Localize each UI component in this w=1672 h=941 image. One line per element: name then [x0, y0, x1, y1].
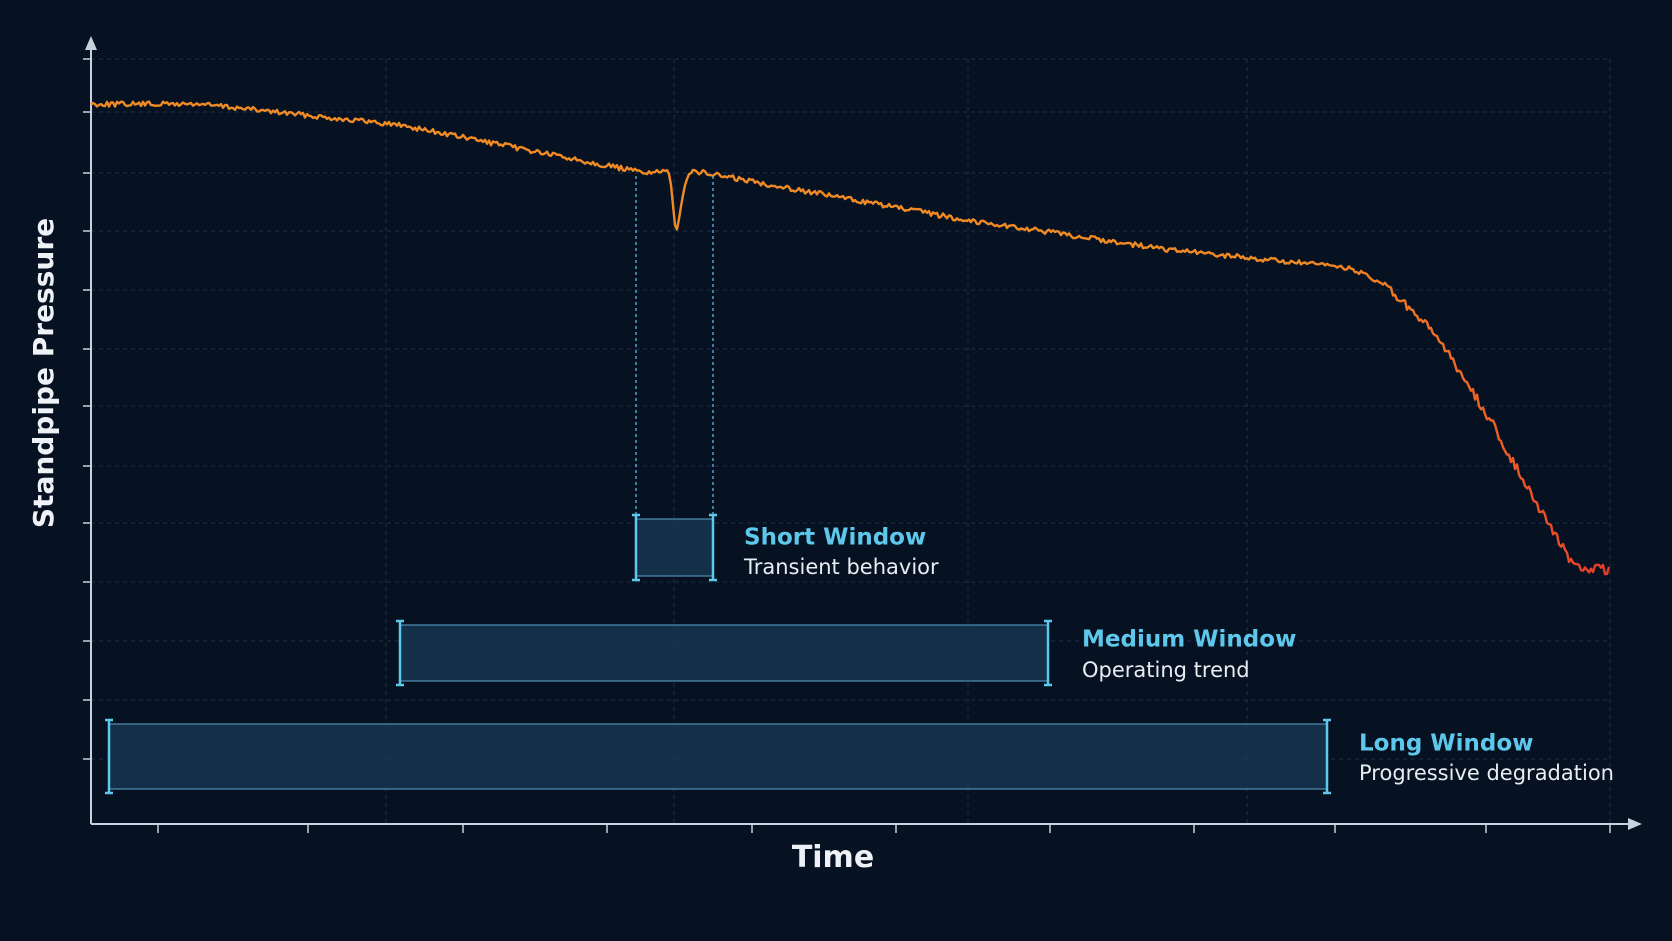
window-bracket [396, 619, 404, 687]
window-title: Long Window [1359, 731, 1533, 757]
window-title: Short Window [744, 525, 926, 551]
window-box [635, 518, 714, 577]
window-subtitle: Operating trend [1082, 658, 1250, 682]
grid [83, 58, 1611, 833]
window-subtitle: Transient behavior [743, 555, 939, 579]
y-axis-arrow [85, 36, 97, 50]
window-subtitle: Progressive degradation [1359, 761, 1614, 785]
window-bracket [709, 513, 717, 582]
x-axis-arrow [1628, 818, 1642, 830]
window-box [108, 723, 1328, 790]
y-axis-label: Standpipe Pressure [27, 218, 60, 528]
window-bracket [105, 718, 113, 795]
window-box [399, 624, 1049, 682]
pressure-curve [90, 100, 1611, 576]
x-axis-label: Time [792, 840, 874, 875]
window-bracket [1323, 718, 1331, 795]
window-bracket [1044, 619, 1052, 687]
window-bracket [632, 513, 640, 582]
window-title: Medium Window [1082, 627, 1296, 653]
windows: Short Window Transient behavior Medium Win… [105, 513, 1614, 795]
